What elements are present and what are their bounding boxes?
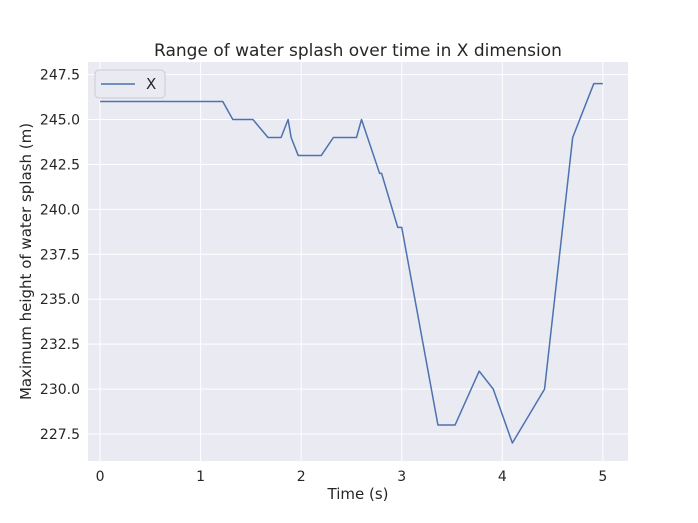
legend: X: [94, 69, 166, 99]
legend-entry-x: X: [146, 75, 156, 93]
series-line-x: [100, 82, 603, 444]
y-tick-label: 227.5: [40, 427, 80, 443]
x-tick-label: 4: [498, 469, 507, 485]
y-tick-label: 247.5: [40, 68, 80, 84]
x-tick-label: 2: [297, 469, 306, 485]
chart-title: Range of water splash over time in X dim…: [154, 41, 562, 61]
x-tick-label: 3: [397, 469, 406, 485]
y-tick-label: 245.0: [40, 113, 80, 129]
y-tick-label: 237.5: [40, 247, 80, 263]
y-tick-label: 242.5: [40, 157, 80, 173]
x-axis-label: Time (s): [327, 485, 389, 503]
y-tick-label: 232.5: [40, 337, 80, 353]
y-axis-label: Maximum height of water splash (m): [17, 123, 35, 400]
plot-area: [88, 62, 628, 461]
y-tick-label: 240.0: [40, 202, 80, 218]
y-axis-ticks: 227.5 230.0 232.5 235.0 237.5 240.0 242.5 245.0…: [40, 68, 80, 443]
y-tick-label: 235.0: [40, 292, 80, 308]
x-tick-label: 0: [96, 469, 105, 485]
x-axis-ticks: 0 1 2 3 4 5: [96, 469, 608, 485]
y-tick-label: 230.0: [40, 382, 80, 398]
grid-lines: [88, 62, 628, 461]
series-layer: [100, 82, 603, 444]
x-tick-label: 1: [196, 469, 205, 485]
x-tick-label: 5: [598, 469, 607, 485]
